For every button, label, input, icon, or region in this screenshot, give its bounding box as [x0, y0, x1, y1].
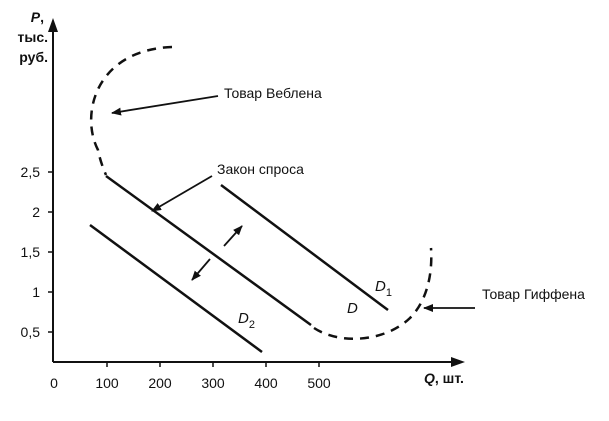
y-ticks: 2,5 2 1,5 1 0,5: [21, 164, 53, 340]
y-axis-title: P,: [31, 9, 44, 25]
y-axis-unit-2: руб.: [19, 49, 48, 65]
x-tick-label: 200: [148, 375, 172, 391]
x-ticks: 0 100 200 300 400 500: [50, 362, 331, 391]
veblen-pointer: [111, 95, 219, 116]
y-axis-unit-1: тыс.: [18, 29, 49, 45]
giffen-label: Товар Гиффена: [482, 286, 585, 302]
demand-line-d2: [89, 223, 263, 354]
demand-line-d: [105, 174, 312, 327]
shift-arrow-right: [223, 225, 243, 247]
x-tick-label: 500: [307, 375, 331, 391]
demand-law-pointer: [151, 175, 213, 212]
demand-law-label: Закон спроса: [217, 161, 304, 177]
y-axis-arrow: [48, 18, 58, 32]
y-tick-label: 2: [32, 204, 40, 220]
curve-label-d1: D1: [375, 278, 392, 299]
y-tick-label: 2,5: [21, 164, 41, 180]
giffen-curve: [313, 247, 433, 340]
x-tick-label: 300: [201, 375, 225, 391]
demand-line-d1: [220, 183, 389, 312]
shift-arrow-left: [191, 258, 211, 281]
x-tick-label: 100: [95, 375, 119, 391]
curve-label-d2: D2: [238, 310, 255, 331]
x-axis-arrow: [451, 357, 465, 367]
x-tick-label: 0: [50, 375, 58, 391]
y-tick-label: 0,5: [21, 324, 41, 340]
veblen-label: Товар Веблена: [224, 85, 322, 101]
y-tick-label: 1,5: [21, 244, 41, 260]
veblen-curve: [90, 45, 173, 176]
x-tick-label: 400: [254, 375, 278, 391]
x-axis-title: Q, шт.: [424, 370, 464, 386]
curve-label-d: D: [347, 300, 358, 317]
y-tick-label: 1: [32, 284, 40, 300]
